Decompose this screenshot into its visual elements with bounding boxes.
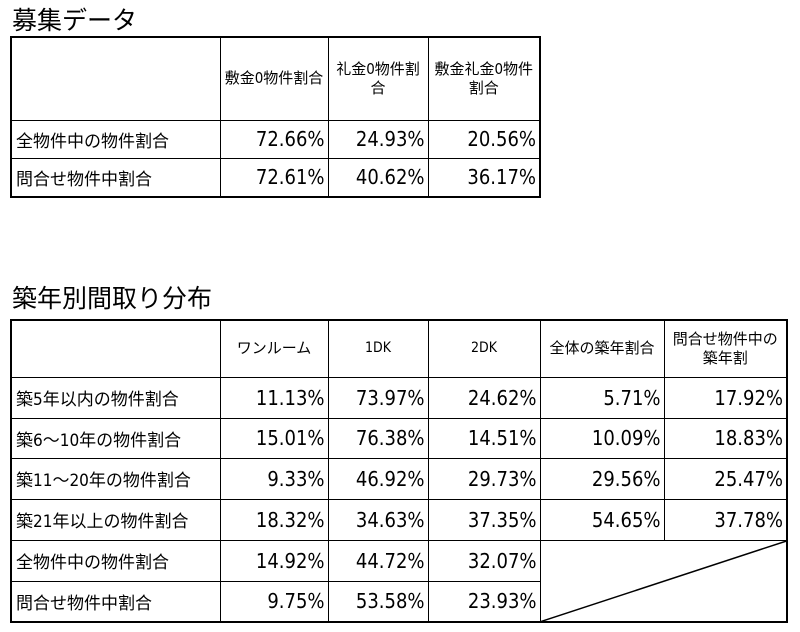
column-header: 問合せ物件中の築年割 xyxy=(663,319,788,378)
row-label: 問合せ物件中割合 xyxy=(10,157,221,198)
row-label: 全物件中の物件割合 xyxy=(10,539,221,582)
diagonal-blank-cell xyxy=(539,539,788,623)
table-cell: 40.62% xyxy=(327,157,429,198)
table-cell: 29.73% xyxy=(427,457,541,500)
table-cell: 37.35% xyxy=(427,498,541,541)
age-layout-title: 築年別間取り分布 xyxy=(12,284,213,313)
table-cell: 44.72% xyxy=(327,539,429,582)
column-header: ワンルーム xyxy=(219,319,329,378)
row-label: 築6～10年の物件割合 xyxy=(10,417,221,459)
age-layout-table: ワンルーム 1DK 2DK 全体の築年割合 問合せ物件中の築年割 築5年以内の物… xyxy=(10,319,788,623)
table-row: 問合せ物件中割合 72.61% 40.62% 36.17% xyxy=(10,157,541,198)
column-header: 1DK xyxy=(327,319,429,378)
table-row: 全物件中の物件割合 72.66% 24.93% 20.56% xyxy=(10,119,541,159)
table-cell: 9.75% xyxy=(219,580,329,623)
row-label: 問合せ物件中割合 xyxy=(10,580,221,623)
table-row: 問合せ物件中割合 9.75% 53.58% 23.93% xyxy=(10,580,787,623)
table-row: 全物件中の物件割合 14.92% 44.72% 32.07% xyxy=(10,539,788,623)
table-row: 築6～10年の物件割合 15.01% 76.38% 14.51% 10.09% … xyxy=(10,417,788,459)
table-cell: 25.47% xyxy=(663,457,788,500)
table-cell: 11.13% xyxy=(219,376,329,419)
table-cell: 32.07% xyxy=(427,539,541,582)
row-label: 築21年以上の物件割合 xyxy=(10,498,221,541)
recruit-data-table: 敷金0物件割合 礼金0物件割合 敷金礼金0物件割合 全物件中の物件割合 72.6… xyxy=(10,36,541,198)
column-header: 2DK xyxy=(427,319,541,378)
table-header-row: 敷金0物件割合 礼金0物件割合 敷金礼金0物件割合 xyxy=(10,36,541,121)
table-cell: 20.56% xyxy=(427,119,541,159)
table-cell: 72.66% xyxy=(219,119,329,159)
recruit-data-title: 募集データ xyxy=(12,6,138,35)
table-cell: 14.92% xyxy=(219,539,329,582)
table-cell: 18.83% xyxy=(663,417,788,459)
table-row: 築21年以上の物件割合 18.32% 34.63% 37.35% 54.65% … xyxy=(10,498,788,541)
table-cell: 34.63% xyxy=(327,498,429,541)
table-cell: 5.71% xyxy=(539,376,665,419)
table-cell: 73.97% xyxy=(327,376,429,419)
table-cell: 23.93% xyxy=(427,580,541,623)
table-cell: 24.93% xyxy=(327,119,429,159)
header-blank-cell xyxy=(10,319,221,378)
table-cell: 17.92% xyxy=(663,376,788,419)
column-header: 全体の築年割合 xyxy=(539,319,665,378)
table-cell: 54.65% xyxy=(539,498,665,541)
column-header: 礼金0物件割合 xyxy=(327,36,429,121)
table-cell: 10.09% xyxy=(539,417,665,459)
table-cell: 9.33% xyxy=(219,457,329,500)
table-cell: 14.51% xyxy=(427,417,541,459)
column-header: 敷金0物件割合 xyxy=(219,36,329,121)
table-cell: 18.32% xyxy=(219,498,329,541)
table-cell: 15.01% xyxy=(219,417,329,459)
table-row: 築5年以内の物件割合 11.13% 73.97% 24.62% 5.71% 17… xyxy=(10,376,788,419)
table-cell: 29.56% xyxy=(539,457,665,500)
table-cell: 36.17% xyxy=(427,157,541,198)
table-cell: 46.92% xyxy=(327,457,429,500)
table-cell: 37.78% xyxy=(663,498,788,541)
table-cell: 76.38% xyxy=(327,417,429,459)
table-cell: 53.58% xyxy=(327,580,429,623)
table-cell: 24.62% xyxy=(427,376,541,419)
table-row: 築11～20年の物件割合 9.33% 46.92% 29.73% 29.56% … xyxy=(10,457,788,500)
table-header-row: ワンルーム 1DK 2DK 全体の築年割合 問合せ物件中の築年割 xyxy=(10,319,788,378)
row-label: 築5年以内の物件割合 xyxy=(10,376,221,419)
diagonal-line xyxy=(541,541,786,621)
column-header: 敷金礼金0物件割合 xyxy=(427,36,541,121)
row-label: 築11～20年の物件割合 xyxy=(10,457,221,500)
row-label: 全物件中の物件割合 xyxy=(10,119,221,159)
header-blank-cell xyxy=(10,36,221,121)
table-cell: 72.61% xyxy=(219,157,329,198)
